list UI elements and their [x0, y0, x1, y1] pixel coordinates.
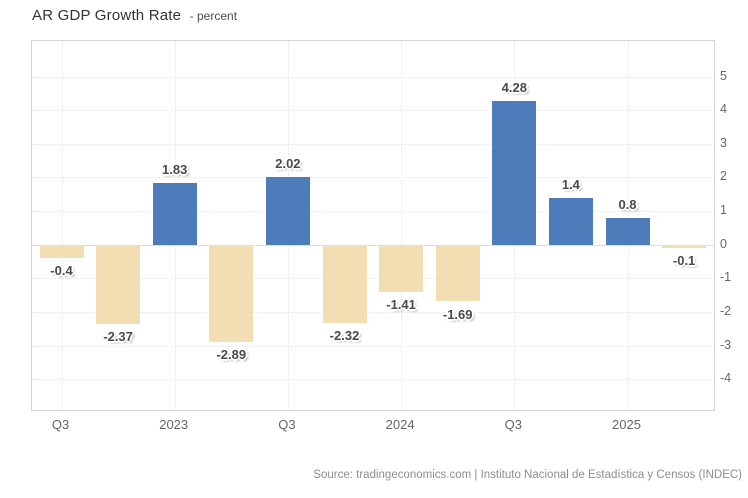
gridline-horizontal	[32, 143, 714, 145]
bar[interactable]	[435, 244, 480, 302]
y-axis-tick-label: 0	[720, 236, 727, 251]
bar[interactable]	[265, 176, 310, 245]
x-axis-tick-label: 2025	[612, 417, 641, 432]
y-axis-tick-label: 1	[720, 203, 727, 217]
y-axis-tick-label: -3	[720, 337, 732, 352]
bar[interactable]	[605, 217, 650, 245]
bar-value-label: 0.8	[618, 196, 637, 212]
bar[interactable]	[379, 244, 424, 293]
bar[interactable]	[39, 244, 84, 259]
y-axis-tick-label: 5	[720, 68, 727, 83]
x-axis-tick-label: Q3	[504, 417, 522, 432]
bar[interactable]	[96, 244, 141, 325]
source-attribution: Source: tradingeconomics.com | Instituto…	[313, 469, 742, 481]
gridline-horizontal	[32, 76, 714, 78]
gridline-horizontal	[32, 110, 714, 112]
y-axis-tick-label: 2	[720, 169, 727, 184]
bar-value-label: -2.37	[103, 329, 133, 345]
bar[interactable]	[662, 244, 707, 249]
gridline-horizontal	[32, 379, 714, 381]
bar-value-label: -0.1	[672, 253, 696, 268]
bar-value-label: -0.4	[50, 263, 73, 279]
x-axis-tick-label: Q3	[278, 417, 296, 432]
bar-value-label: 1.83	[162, 162, 188, 178]
bar-value-label: -2.89	[216, 346, 247, 362]
y-axis-tick-label: -1	[720, 270, 732, 285]
x-axis-tick-label: 2024	[385, 417, 415, 432]
gridline-vertical	[401, 41, 403, 410]
gridline-horizontal	[32, 311, 714, 313]
gridline-horizontal	[32, 177, 714, 179]
bar-value-label: -2.32	[329, 327, 360, 343]
x-axis-tick-label: Q3	[51, 417, 70, 432]
bar[interactable]	[209, 244, 254, 342]
plot-area: -0.4 -2.37 1.83 -2.89 2.02 -2.32 -1.41 -1.69 4.2…	[31, 40, 715, 411]
gridline-horizontal	[32, 345, 714, 347]
gridline-horizontal	[32, 278, 714, 280]
bar[interactable]	[152, 183, 197, 245]
bar-value-label: -1.69	[442, 306, 473, 322]
bar-value-label: 4.28	[501, 79, 527, 95]
x-axis-tick-label: 2023	[159, 417, 189, 432]
y-axis-tick-label: 3	[720, 135, 727, 150]
bar[interactable]	[548, 197, 593, 245]
bar-value-label: -1.41	[386, 297, 416, 312]
chart-header: AR GDP Growth Rate - percent	[32, 7, 237, 25]
zero-gridline	[32, 244, 714, 246]
gridline-vertical	[61, 41, 63, 410]
y-axis-tick-label: -4	[720, 371, 732, 386]
bar-value-label: 2.02	[275, 155, 301, 171]
bar-value-label: 1.4	[561, 176, 580, 192]
y-axis-tick-label: -2	[720, 303, 732, 318]
chart-title: AR GDP Growth Rate	[32, 7, 182, 24]
chart-unit-label: - percent	[189, 9, 238, 23]
gridline-horizontal	[32, 211, 714, 212]
bar[interactable]	[322, 244, 367, 323]
bar[interactable]	[492, 100, 537, 245]
y-axis-tick-label: 4	[720, 102, 727, 117]
